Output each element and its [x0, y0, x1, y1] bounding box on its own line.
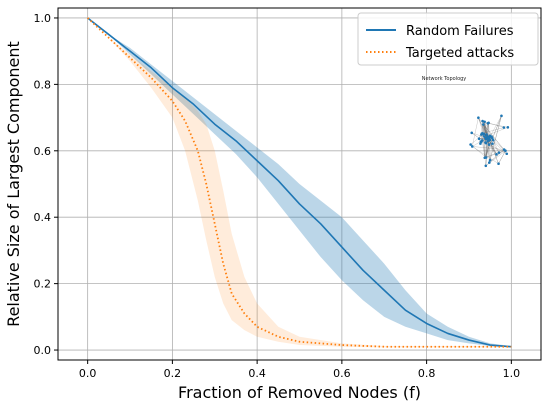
inset-node [497, 162, 500, 166]
inset-node [484, 156, 488, 159]
inset-node [495, 153, 498, 156]
inset-node [502, 126, 506, 129]
inset-edge [489, 115, 502, 163]
inset-node [477, 137, 481, 141]
y-axis-label: Relative Size of Largest Component [4, 41, 23, 327]
inset-node [504, 149, 507, 153]
inset-node [497, 151, 501, 154]
inset-node [487, 143, 491, 146]
inset-node [500, 114, 503, 118]
inset-node [484, 141, 488, 145]
inset-node [484, 164, 488, 168]
inset-edge [483, 124, 485, 158]
inset-node [469, 143, 472, 146]
legend-label-targeted-attacks: Targeted attacks [405, 46, 514, 61]
inset-node [477, 116, 480, 120]
inset-node [491, 142, 494, 145]
inset-node [470, 131, 474, 135]
y-tick-label: 1.0 [34, 12, 52, 25]
x-tick-label: 0.8 [418, 367, 436, 380]
x-axis-label: Fraction of Removed Nodes (f) [178, 383, 421, 402]
inset-edge [484, 140, 490, 158]
legend-label-random-failures: Random Failures [406, 24, 514, 39]
x-axis-ticks: 0.0 0.2 0.4 0.6 0.8 1.0 [79, 360, 520, 380]
legend: Random Failures Targeted attacks [357, 12, 539, 66]
y-tick-label: 0.6 [34, 145, 52, 158]
inset-node [480, 139, 484, 142]
line-random-failures [87, 17, 512, 348]
x-tick-label: 0.6 [333, 367, 351, 380]
y-tick-label: 0.2 [34, 278, 52, 291]
x-tick-label: 0.4 [248, 367, 266, 380]
inset-edge [489, 144, 507, 154]
inset-node [486, 139, 490, 143]
x-tick-label: 0.2 [164, 367, 182, 380]
inset-edge [484, 150, 506, 158]
inset-edge [481, 134, 485, 158]
inset-node [506, 126, 510, 129]
inset-node [481, 123, 485, 126]
inset-edge [472, 146, 505, 150]
inset-edge [478, 124, 484, 139]
inset-node [470, 145, 474, 148]
grid [58, 8, 541, 360]
inset-edge [489, 115, 502, 138]
line-targeted-attacks [87, 17, 512, 348]
inset-node [491, 136, 494, 140]
inset-node [486, 122, 490, 125]
inset-node [487, 135, 490, 139]
inset-node [480, 132, 484, 135]
confidence-bands [87, 17, 512, 348]
inset-node [505, 152, 509, 156]
series-lines [87, 17, 512, 348]
y-tick-label: 0.4 [34, 211, 52, 224]
inset-graph [469, 114, 510, 168]
y-tick-label: 0.0 [34, 344, 52, 357]
inset-edge [498, 150, 506, 164]
inset-node [488, 158, 492, 162]
plot-frame [57, 7, 542, 361]
inset-edge [482, 133, 486, 166]
y-tick-label: 0.8 [34, 78, 52, 91]
inset-node [483, 120, 486, 124]
x-tick-label: 0.0 [79, 367, 97, 380]
inset-edge [484, 127, 508, 137]
y-axis-ticks: 0.0 0.2 0.4 0.6 0.8 1.0 [34, 12, 58, 357]
inset-node [483, 135, 486, 138]
inset-title: Network Topology [422, 76, 467, 82]
inset-edge [472, 117, 479, 147]
inset-node [488, 161, 491, 164]
legend-box [357, 12, 539, 66]
inset-node [481, 119, 484, 123]
x-tick-label: 1.0 [503, 367, 521, 380]
inset-edge [484, 115, 502, 158]
inset-node [485, 133, 488, 136]
inset-network-topology: Network Topology [422, 76, 510, 168]
band-random-failures [87, 17, 512, 348]
